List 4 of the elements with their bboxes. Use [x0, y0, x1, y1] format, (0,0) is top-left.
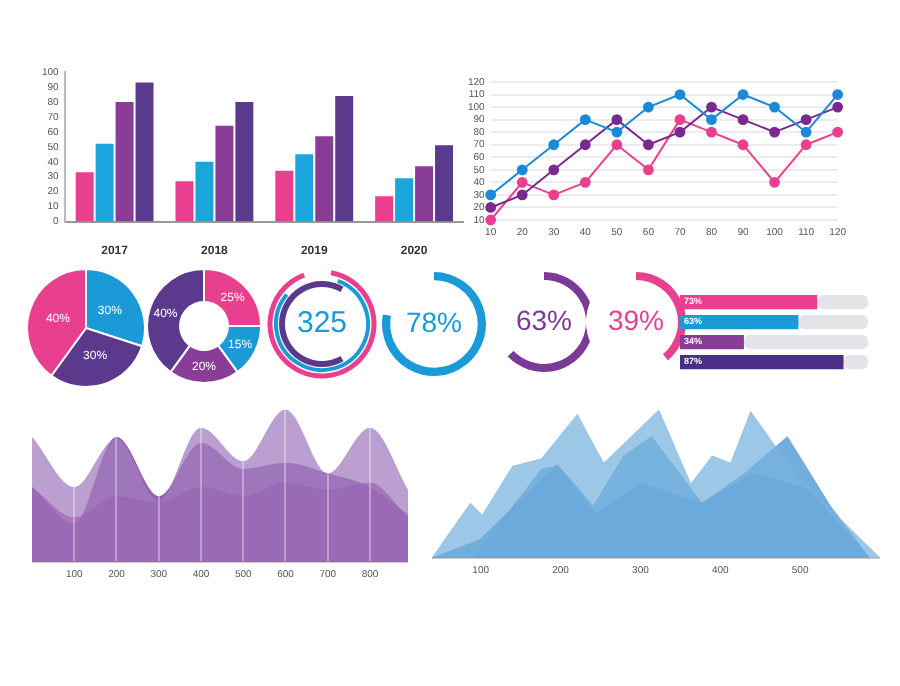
data-label: 78% — [405, 305, 463, 338]
text: 325 — [294, 306, 350, 342]
data-label: 39% — [607, 303, 665, 336]
data-label: 63% — [515, 303, 573, 336]
